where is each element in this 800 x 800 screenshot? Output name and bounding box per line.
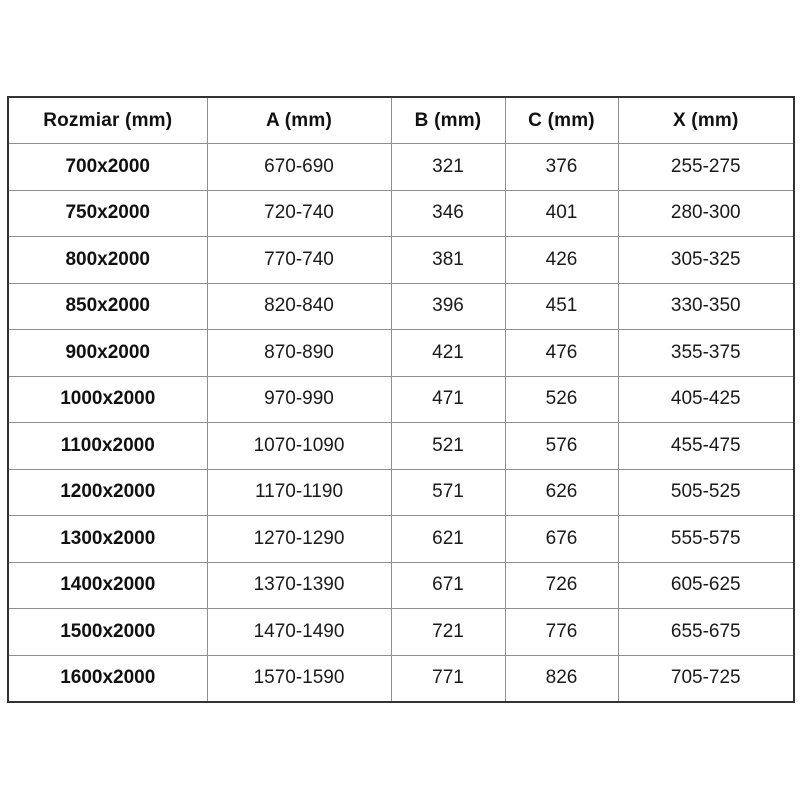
table-row: 1100x2000 1070-1090 521 576 455-475 — [7, 422, 795, 470]
cell-c: 526 — [504, 375, 619, 423]
table-header: Rozmiar (mm) A (mm) B (mm) C (mm) X (mm) — [7, 96, 795, 144]
cell-b: 421 — [390, 329, 506, 377]
table-row: 1200x2000 1170-1190 571 626 505-525 — [7, 468, 795, 516]
table-row: 800x2000 770-740 381 426 305-325 — [7, 236, 795, 284]
table-row: 1600x2000 1570-1590 771 826 705-725 — [7, 654, 795, 703]
cell-size: 1300x2000 — [7, 515, 208, 563]
cell-a: 1270-1290 — [206, 515, 392, 563]
cell-a: 1570-1590 — [206, 654, 392, 703]
cell-x: 405-425 — [617, 375, 795, 423]
cell-a: 770-740 — [206, 236, 392, 284]
cell-c: 776 — [504, 608, 619, 656]
cell-size: 900x2000 — [7, 329, 208, 377]
column-header-x: X (mm) — [617, 96, 795, 144]
cell-x: 655-675 — [617, 608, 795, 656]
table-header-row: Rozmiar (mm) A (mm) B (mm) C (mm) X (mm) — [7, 96, 795, 144]
cell-size: 1400x2000 — [7, 561, 208, 609]
cell-b: 521 — [390, 422, 506, 470]
cell-c: 451 — [504, 282, 619, 330]
cell-c: 726 — [504, 561, 619, 609]
cell-c: 626 — [504, 468, 619, 516]
table-row: 1300x2000 1270-1290 621 676 555-575 — [7, 515, 795, 563]
cell-c: 401 — [504, 189, 619, 237]
cell-b: 721 — [390, 608, 506, 656]
cell-a: 1070-1090 — [206, 422, 392, 470]
cell-a: 1170-1190 — [206, 468, 392, 516]
cell-size: 1600x2000 — [7, 654, 208, 703]
spec-table-container: Rozmiar (mm) A (mm) B (mm) C (mm) X (mm)… — [7, 96, 795, 703]
cell-c: 426 — [504, 236, 619, 284]
cell-size: 750x2000 — [7, 189, 208, 237]
cell-a: 870-890 — [206, 329, 392, 377]
cell-b: 471 — [390, 375, 506, 423]
cell-x: 605-625 — [617, 561, 795, 609]
cell-x: 355-375 — [617, 329, 795, 377]
cell-b: 771 — [390, 654, 506, 703]
table-row: 750x2000 720-740 346 401 280-300 — [7, 189, 795, 237]
cell-x: 555-575 — [617, 515, 795, 563]
table-body: 700x2000 670-690 321 376 255-275 750x2000 720-… — [7, 143, 795, 703]
cell-a: 970-990 — [206, 375, 392, 423]
cell-a: 1470-1490 — [206, 608, 392, 656]
table-row: 1400x2000 1370-1390 671 726 605-625 — [7, 561, 795, 609]
cell-x: 455-475 — [617, 422, 795, 470]
table-row: 1000x2000 970-990 471 526 405-425 — [7, 375, 795, 423]
cell-b: 621 — [390, 515, 506, 563]
table-row: 700x2000 670-690 321 376 255-275 — [7, 143, 795, 191]
cell-size: 800x2000 — [7, 236, 208, 284]
cell-size: 1100x2000 — [7, 422, 208, 470]
cell-size: 700x2000 — [7, 143, 208, 191]
cell-a: 1370-1390 — [206, 561, 392, 609]
cell-c: 826 — [504, 654, 619, 703]
cell-x: 705-725 — [617, 654, 795, 703]
cell-a: 670-690 — [206, 143, 392, 191]
table-row: 900x2000 870-890 421 476 355-375 — [7, 329, 795, 377]
column-header-a: A (mm) — [206, 96, 392, 144]
cell-size: 1000x2000 — [7, 375, 208, 423]
dimension-table: Rozmiar (mm) A (mm) B (mm) C (mm) X (mm)… — [7, 96, 795, 703]
cell-b: 321 — [390, 143, 506, 191]
cell-b: 346 — [390, 189, 506, 237]
table-row: 1500x2000 1470-1490 721 776 655-675 — [7, 608, 795, 656]
column-header-c: C (mm) — [504, 96, 619, 144]
cell-size: 1500x2000 — [7, 608, 208, 656]
cell-c: 476 — [504, 329, 619, 377]
column-header-b: B (mm) — [390, 96, 506, 144]
cell-x: 280-300 — [617, 189, 795, 237]
cell-b: 396 — [390, 282, 506, 330]
cell-b: 381 — [390, 236, 506, 284]
cell-size: 850x2000 — [7, 282, 208, 330]
cell-b: 671 — [390, 561, 506, 609]
cell-a: 820-840 — [206, 282, 392, 330]
cell-x: 305-325 — [617, 236, 795, 284]
cell-x: 330-350 — [617, 282, 795, 330]
cell-c: 376 — [504, 143, 619, 191]
cell-x: 505-525 — [617, 468, 795, 516]
table-row: 850x2000 820-840 396 451 330-350 — [7, 282, 795, 330]
column-header-size: Rozmiar (mm) — [7, 96, 208, 144]
cell-c: 676 — [504, 515, 619, 563]
cell-c: 576 — [504, 422, 619, 470]
cell-a: 720-740 — [206, 189, 392, 237]
cell-x: 255-275 — [617, 143, 795, 191]
cell-b: 571 — [390, 468, 506, 516]
cell-size: 1200x2000 — [7, 468, 208, 516]
